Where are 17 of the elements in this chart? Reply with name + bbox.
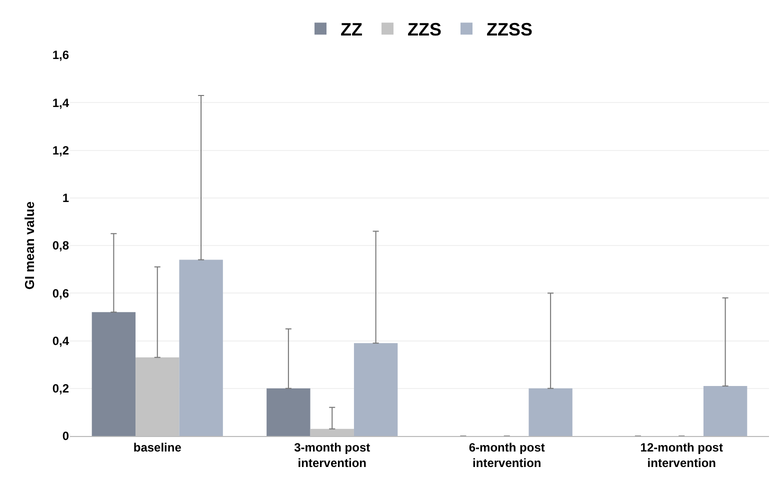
y-tick-label: 0,6 xyxy=(52,286,70,300)
y-tick-label: 0,8 xyxy=(52,238,70,253)
x-tick-label: 3-month post intervention xyxy=(294,440,370,470)
y-tick-label: 1,2 xyxy=(52,143,70,158)
y-tick-label: 0 xyxy=(62,429,70,444)
x-tick-label: 12-month post intervention xyxy=(640,440,723,470)
legend-label: ZZ xyxy=(340,20,362,40)
y-tick-label: 0,2 xyxy=(52,382,70,396)
x-tick-label: baseline xyxy=(133,440,182,454)
y-tick-label: 0,4 xyxy=(52,334,70,348)
legend-label: ZZS xyxy=(408,20,442,40)
y-tick-label: 1,4 xyxy=(52,96,70,110)
x-tick-label: 6-month post intervention xyxy=(468,440,545,470)
legend-label: ZZSS xyxy=(486,20,533,40)
y-tick-label: 1 xyxy=(62,191,70,206)
y-tick-label: 1,6 xyxy=(52,48,70,62)
y-axis-title: GI mean value xyxy=(22,201,37,290)
